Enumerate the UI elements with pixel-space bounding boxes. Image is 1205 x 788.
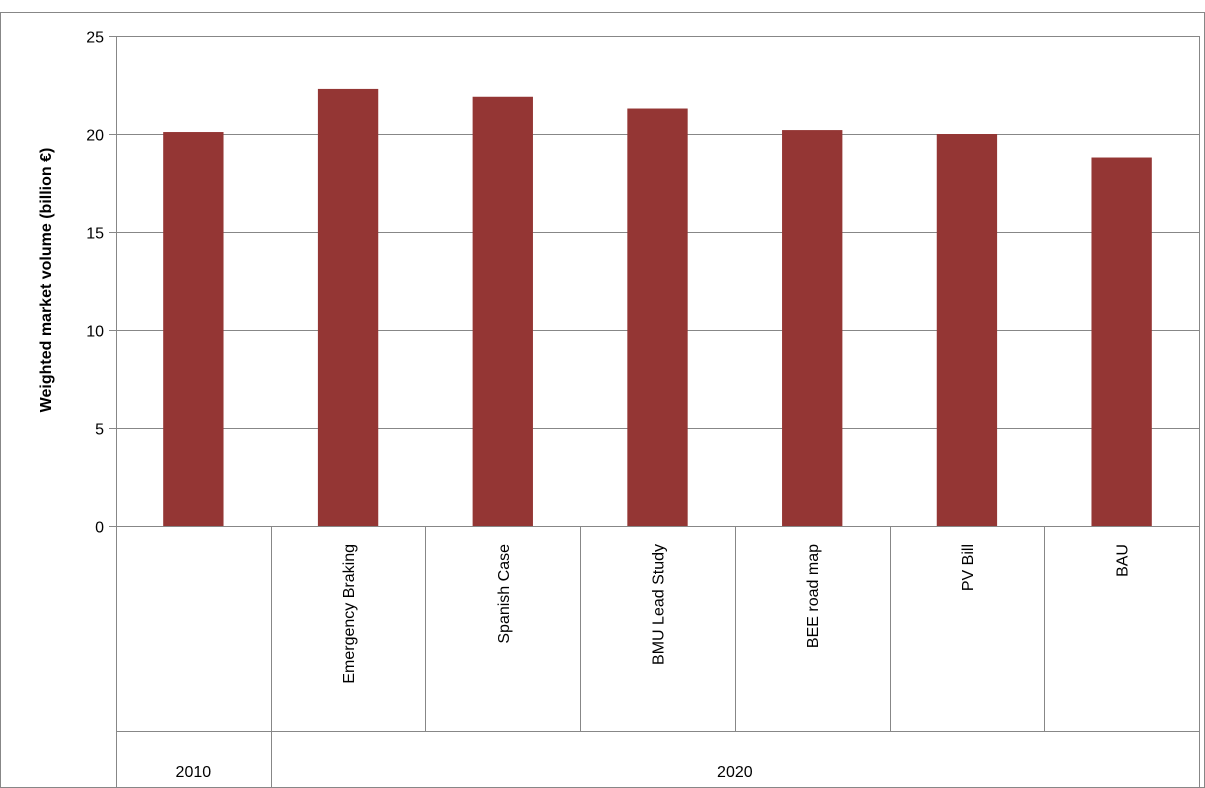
category-label: BEE road map bbox=[805, 544, 822, 648]
category-label: PV Bill bbox=[960, 544, 977, 591]
group-labels: 2010 2020 bbox=[176, 764, 753, 781]
y-tick-label: 20 bbox=[86, 128, 104, 145]
axes bbox=[109, 36, 1200, 788]
y-tick-label: 0 bbox=[95, 520, 104, 537]
bar bbox=[627, 108, 688, 527]
bars bbox=[163, 88, 1152, 527]
y-tick-label: 15 bbox=[86, 226, 104, 243]
y-axis-title: Weighted market volume (billion €) bbox=[38, 148, 55, 413]
bar bbox=[936, 134, 998, 526]
category-label: BAU bbox=[1115, 544, 1132, 577]
bar bbox=[1091, 157, 1152, 526]
y-tick-labels: 0 5 10 15 20 25 bbox=[86, 30, 104, 537]
category-label: Emergency Braking bbox=[341, 544, 358, 684]
bar bbox=[317, 88, 379, 527]
category-labels: Emergency Braking Spanish Case BMU Lead St… bbox=[341, 544, 1132, 684]
group-label: 2010 bbox=[176, 764, 212, 781]
y-tick-label: 10 bbox=[86, 324, 104, 341]
bar bbox=[472, 96, 533, 526]
category-label: BMU Lead Study bbox=[651, 544, 668, 665]
category-label: Spanish Case bbox=[496, 544, 513, 644]
group-label: 2020 bbox=[717, 764, 753, 781]
y-tick-label: 25 bbox=[86, 30, 104, 47]
y-tick-label: 5 bbox=[95, 422, 104, 439]
bar bbox=[163, 132, 224, 527]
bar bbox=[782, 130, 843, 526]
